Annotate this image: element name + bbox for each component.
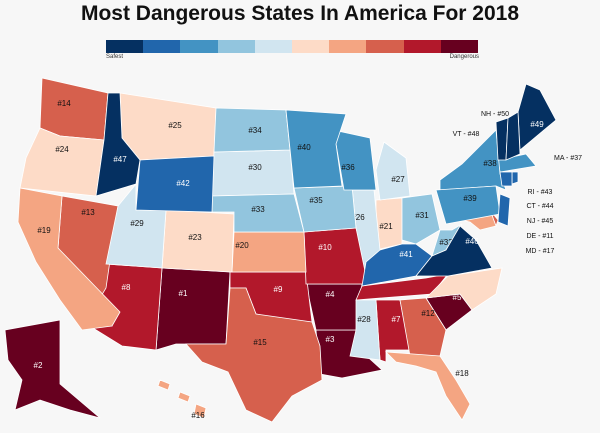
state-ca[interactable]: [17, 187, 121, 331]
state-ky[interactable]: [361, 243, 433, 287]
state-rank-label: #12: [421, 309, 435, 318]
state-nh[interactable]: [505, 111, 521, 161]
state-rank-label: #3: [326, 335, 335, 344]
state-ks[interactable]: [231, 231, 307, 273]
state-rank-label: #9: [274, 285, 283, 294]
legend-swatch: [440, 40, 479, 53]
state-ia[interactable]: [293, 185, 357, 233]
state-nj[interactable]: [497, 193, 511, 227]
state-rank-label: #26: [351, 213, 365, 222]
legend-swatch: [217, 40, 255, 53]
state-rank-label: #10: [318, 243, 332, 252]
state-rank-label: #4: [326, 290, 335, 299]
state-rank-label: #23: [188, 233, 202, 242]
state-rank-label: #18: [455, 369, 469, 378]
state-rank-label: #36: [341, 163, 355, 172]
state-callout-label: CT - #44: [526, 203, 553, 210]
state-rank-label: #41: [399, 250, 413, 259]
state-rank-label: #47: [113, 155, 127, 164]
state-rank-label: #33: [251, 205, 265, 214]
state-fl[interactable]: [384, 351, 471, 421]
state-hi[interactable]: [193, 403, 207, 419]
state-rank-label: #28: [357, 315, 371, 324]
state-rank-label: #34: [248, 126, 262, 135]
state-rank-label: #27: [391, 175, 405, 184]
state-callout-label: MD - #17: [526, 248, 555, 255]
state-rank-label: #13: [81, 208, 95, 217]
state-rank-label: #25: [168, 121, 182, 130]
state-rank-label: #32: [439, 238, 453, 247]
state-id[interactable]: [95, 92, 141, 197]
state-wa[interactable]: [39, 77, 109, 141]
legend-swatch: [366, 40, 404, 53]
legend-swatch: [106, 40, 144, 53]
state-rank-label: #40: [297, 143, 311, 152]
state-rank-label: #21: [379, 222, 393, 231]
legend-swatch: [403, 40, 441, 53]
state-wy[interactable]: [135, 155, 215, 213]
state-rank-label: #39: [463, 194, 477, 203]
state-callout-label: MA - #37: [554, 155, 582, 162]
state-ga[interactable]: [399, 297, 447, 357]
map-title: Most Dangerous States In America For 201…: [80, 2, 520, 25]
legend-swatch: [254, 40, 293, 53]
state-mi[interactable]: [375, 141, 411, 201]
state-rank-label: #38: [483, 159, 497, 168]
state-rank-label: #16: [191, 411, 205, 420]
legend-swatch: [143, 40, 181, 53]
state-ri[interactable]: [511, 171, 519, 185]
legend-low-label: Safest: [106, 54, 124, 60]
state-rank-label: #49: [530, 120, 544, 129]
legend-swatch: [180, 40, 218, 53]
state-callout-label: NH - #50: [481, 111, 509, 118]
state-rank-label: #29: [130, 219, 144, 228]
state-rank-label: #5: [453, 293, 462, 302]
state-callout-label: VT - #48: [453, 131, 480, 138]
state-va[interactable]: [415, 225, 493, 277]
state-rank-label: #20: [235, 241, 249, 250]
state-rank-label: #14: [57, 99, 71, 108]
state-mo[interactable]: [303, 227, 367, 285]
state-rank-label: #46: [465, 237, 479, 246]
legend-high-label: Dangerous: [449, 54, 479, 60]
state-rank-label: #19: [37, 226, 51, 235]
state-rank-label: #15: [253, 338, 267, 347]
color-legend: [106, 40, 479, 53]
state-rank-label: #2: [34, 361, 43, 370]
state-rank-label: #1: [179, 289, 188, 298]
state-callout-label: RI - #43: [528, 189, 553, 196]
state-ms[interactable]: [349, 299, 381, 361]
state-mn[interactable]: [285, 109, 347, 189]
state-me[interactable]: [517, 83, 557, 151]
state-hi[interactable]: [157, 379, 171, 391]
state-ak[interactable]: [4, 319, 101, 419]
state-nm[interactable]: [155, 267, 231, 351]
legend-swatch: [329, 40, 367, 53]
state-ct[interactable]: [499, 171, 513, 187]
state-rank-label: #8: [122, 283, 131, 292]
state-hi[interactable]: [177, 391, 191, 403]
state-sd[interactable]: [211, 149, 295, 197]
state-rank-label: #42: [176, 179, 190, 188]
legend-swatch: [292, 40, 330, 53]
state-rank-label: #24: [55, 145, 69, 154]
state-callout-label: DE - #11: [526, 233, 553, 240]
state-rank-label: #31: [415, 211, 429, 220]
state-rank-label: #7: [392, 315, 401, 324]
state-oh[interactable]: [401, 193, 441, 245]
state-tx[interactable]: [185, 287, 323, 423]
state-rank-label: #35: [309, 196, 323, 205]
state-rank-label: #30: [248, 163, 262, 172]
state-callout-label: NJ - #45: [527, 218, 554, 225]
